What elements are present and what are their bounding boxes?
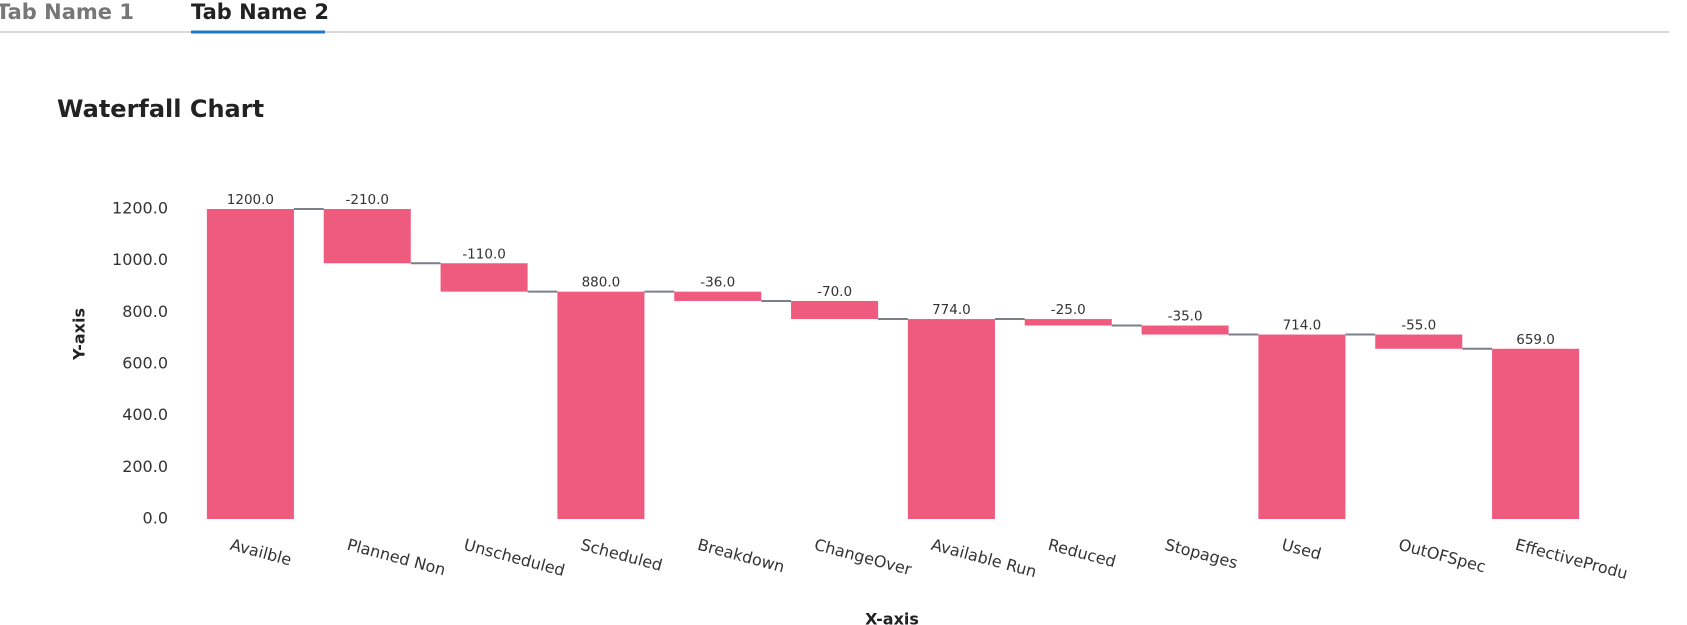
value-label: -55.0 <box>1401 318 1436 334</box>
value-label: -110.0 <box>462 246 506 262</box>
value-label: -35.0 <box>1168 309 1203 325</box>
value-label: 880.0 <box>582 275 621 291</box>
x-tick-label: ChangeOver <box>812 535 914 579</box>
y-tick-label: 1000.0 <box>112 250 168 269</box>
value-label: 659.0 <box>1516 332 1555 348</box>
bar <box>1375 334 1463 349</box>
x-tick-label: Available Run <box>929 535 1038 581</box>
x-axis-label: X-axis <box>865 610 919 625</box>
chart-title: Waterfall Chart <box>57 95 264 123</box>
y-tick-label: 800.0 <box>122 302 168 321</box>
bar <box>1258 334 1346 519</box>
y-tick-label: 0.0 <box>143 509 168 528</box>
bar <box>907 319 995 519</box>
bar <box>206 209 294 519</box>
tab[interactable]: Tab Name 1 <box>0 0 134 24</box>
x-tick-label: Availble <box>228 535 293 570</box>
value-label: -25.0 <box>1051 302 1086 318</box>
y-tick-label: 600.0 <box>122 354 168 373</box>
y-tick-label: 200.0 <box>122 457 168 476</box>
x-tick-label: OutOFSpec <box>1397 535 1488 577</box>
value-label: -210.0 <box>345 192 389 208</box>
y-axis-label: Y-axis <box>70 308 89 361</box>
value-label: 1200.0 <box>227 192 274 208</box>
x-tick-label: EffectiveProdu <box>1513 535 1629 583</box>
value-label: 714.0 <box>1283 318 1322 334</box>
x-tick-label: Scheduled <box>579 535 665 575</box>
bar <box>557 291 645 519</box>
x-tick-label: Stopages <box>1163 535 1240 573</box>
tab-active[interactable]: Tab Name 2 <box>191 0 329 24</box>
bar <box>674 291 762 301</box>
bar <box>791 300 879 320</box>
value-label: 774.0 <box>932 302 971 318</box>
y-tick-label: 1200.0 <box>112 199 168 218</box>
value-label: -70.0 <box>817 284 852 300</box>
value-label: -36.0 <box>700 275 735 291</box>
bar <box>1024 319 1112 326</box>
bar <box>440 263 528 292</box>
x-tick-label: Breakdown <box>696 535 787 576</box>
bar <box>323 209 411 264</box>
y-tick-label: 400.0 <box>122 405 168 424</box>
x-tick-label: Unscheduled <box>462 535 567 580</box>
x-tick-label: Used <box>1280 535 1324 564</box>
x-tick-label: Planned Non <box>345 535 448 580</box>
x-tick-label: Reduced <box>1046 535 1118 571</box>
bar <box>1492 348 1580 519</box>
bar <box>1141 325 1229 335</box>
